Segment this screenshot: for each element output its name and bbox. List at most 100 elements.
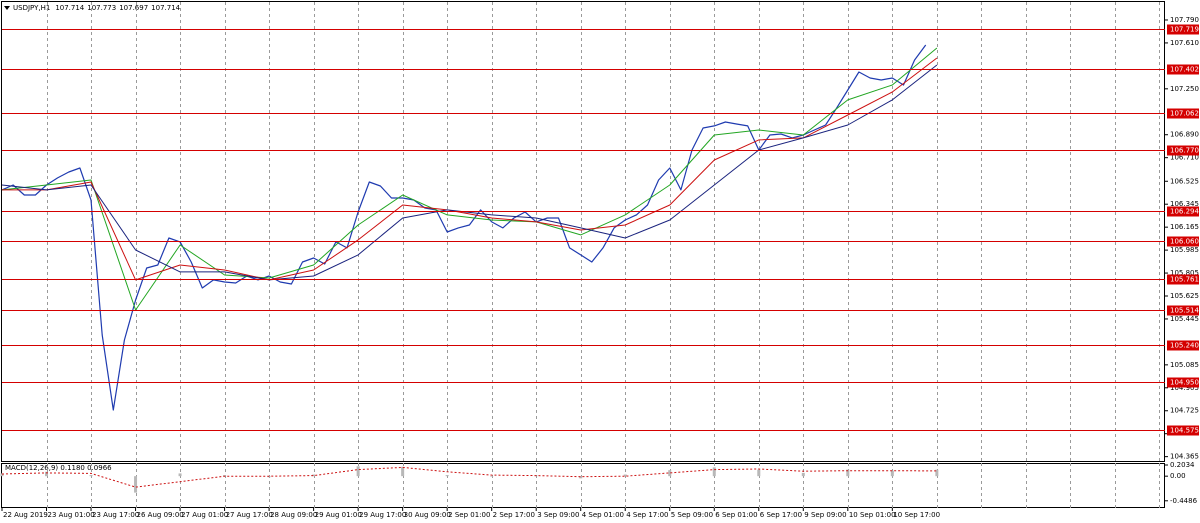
x-tick-label: 9 Sep 09:00 bbox=[804, 511, 846, 519]
macd-bar bbox=[401, 466, 405, 477]
level-label-box bbox=[1167, 274, 1199, 285]
y-tick-label: 0.00 bbox=[1170, 472, 1186, 480]
x-tick-label: 10 Sep 17:00 bbox=[893, 511, 940, 519]
x-tick-label: 23 Aug 01:00 bbox=[48, 511, 95, 519]
price-line bbox=[1, 44, 927, 411]
moving-average-line bbox=[1, 64, 938, 281]
macd-bar bbox=[668, 470, 672, 477]
level-label-box bbox=[1167, 340, 1199, 351]
macd-bar bbox=[935, 469, 939, 477]
x-tick-label: 27 Aug 01:00 bbox=[181, 511, 228, 519]
macd-bar bbox=[712, 467, 716, 477]
y-tick-label: 105.985 bbox=[1170, 246, 1199, 254]
y-tick-label: 107.250 bbox=[1170, 85, 1199, 93]
x-tick-label: 2 Sep 17:00 bbox=[493, 511, 535, 519]
y-tick-label: -0.4486 bbox=[1170, 497, 1198, 505]
macd-bar bbox=[445, 475, 449, 477]
macd-label: MACD(12,26,9) 0.1180 0.0966 bbox=[5, 464, 112, 472]
macd-bar bbox=[312, 474, 316, 477]
macd-bar bbox=[0, 473, 4, 477]
y-tick-label: 106.165 bbox=[1170, 223, 1199, 231]
y-tick-label: 107.610 bbox=[1170, 39, 1199, 47]
y-tick-label: 105.805 bbox=[1170, 269, 1199, 277]
macd-bar bbox=[178, 473, 182, 477]
x-tick-label: 2 Sep 01:00 bbox=[448, 511, 490, 519]
y-tick-label: 106.890 bbox=[1170, 131, 1199, 139]
macd-bar bbox=[846, 469, 850, 477]
x-tick-label: 6 Sep 01:00 bbox=[715, 511, 757, 519]
level-label: 104.575 bbox=[1170, 427, 1199, 435]
symbol-menu-icon[interactable] bbox=[4, 6, 10, 10]
macd-bar bbox=[267, 476, 271, 478]
y-tick-label: 104.905 bbox=[1170, 384, 1199, 392]
level-label: 106.770 bbox=[1170, 147, 1199, 155]
macd-bar bbox=[45, 471, 49, 477]
level-label-box bbox=[1167, 305, 1199, 316]
y-tick-label: 105.445 bbox=[1170, 315, 1199, 323]
x-tick-label: 6 Sep 17:00 bbox=[760, 511, 802, 519]
level-label-box bbox=[1167, 108, 1199, 119]
level-label: 106.294 bbox=[1170, 208, 1199, 216]
macd-bar bbox=[757, 469, 761, 477]
level-label-box bbox=[1167, 24, 1199, 35]
macd-bar bbox=[89, 475, 93, 477]
macd-bar bbox=[623, 474, 627, 477]
level-label-box bbox=[1167, 206, 1199, 217]
moving-average-line bbox=[2, 57, 938, 281]
ohlc-value: 107.697 bbox=[119, 4, 148, 12]
level-label: 105.761 bbox=[1170, 276, 1199, 284]
level-label: 105.514 bbox=[1170, 307, 1199, 315]
level-label-box bbox=[1167, 425, 1199, 436]
x-tick-label: 3 Sep 09:00 bbox=[537, 511, 579, 519]
level-label: 107.402 bbox=[1170, 66, 1199, 74]
moving-average-line bbox=[1, 47, 938, 311]
level-label-box bbox=[1167, 377, 1199, 388]
x-tick-label: 27 Aug 17:00 bbox=[226, 511, 273, 519]
macd-bar bbox=[801, 472, 805, 477]
ohlc-value: 107.714 bbox=[55, 4, 84, 12]
x-tick-label: 29 Aug 01:00 bbox=[315, 511, 362, 519]
x-tick-label: 23 Aug 17:00 bbox=[92, 511, 139, 519]
level-label-box bbox=[1167, 64, 1199, 75]
x-tick-label: 10 Sep 01:00 bbox=[849, 511, 896, 519]
macd-bar bbox=[490, 476, 494, 477]
macd-bar bbox=[890, 470, 894, 477]
ohlc-value: 107.773 bbox=[87, 4, 116, 12]
level-label: 107.719 bbox=[1170, 26, 1199, 34]
macd-bar bbox=[579, 476, 583, 479]
y-tick-label: 0.2034 bbox=[1170, 461, 1195, 469]
x-tick-label: 4 Sep 01:00 bbox=[582, 511, 624, 519]
y-tick-label: 106.525 bbox=[1170, 177, 1199, 185]
level-label: 107.062 bbox=[1170, 110, 1199, 118]
x-tick-label: 30 Aug 09:00 bbox=[404, 511, 451, 519]
y-tick-label: 107.790 bbox=[1170, 16, 1199, 24]
y-tick-label: 104.365 bbox=[1170, 453, 1199, 461]
macd-bar bbox=[356, 466, 360, 477]
symbol: USDJPY,H1 bbox=[13, 4, 50, 12]
macd-panel-frame bbox=[1, 463, 1165, 508]
y-tick-label: 104.725 bbox=[1170, 407, 1199, 415]
level-label-box bbox=[1167, 236, 1199, 247]
y-tick-label: 106.345 bbox=[1170, 200, 1199, 208]
level-label-box bbox=[1167, 145, 1199, 156]
level-label: 104.950 bbox=[1170, 379, 1199, 387]
ohlc-value: 107.714 bbox=[151, 4, 180, 12]
macd-bar bbox=[223, 475, 227, 477]
x-tick-label: 22 Aug 2019 bbox=[3, 511, 48, 519]
macd-bar bbox=[134, 476, 138, 493]
y-tick-label: 106.710 bbox=[1170, 154, 1199, 162]
x-tick-label: 5 Sep 09:00 bbox=[671, 511, 713, 519]
price-header: USDJPY,H1 107.714 107.773 107.697 107.714 bbox=[13, 4, 181, 12]
y-tick-label: 105.085 bbox=[1170, 361, 1199, 369]
x-tick-label: 29 Aug 17:00 bbox=[359, 511, 406, 519]
y-tick-label: 105.625 bbox=[1170, 292, 1199, 300]
main-panel-frame bbox=[1, 1, 1165, 462]
x-tick-label: 28 Aug 09:00 bbox=[270, 511, 317, 519]
x-tick-label: 26 Aug 09:00 bbox=[137, 511, 184, 519]
level-label: 106.060 bbox=[1170, 238, 1199, 246]
level-label: 105.240 bbox=[1170, 342, 1199, 350]
x-tick-label: 4 Sep 17:00 bbox=[626, 511, 668, 519]
